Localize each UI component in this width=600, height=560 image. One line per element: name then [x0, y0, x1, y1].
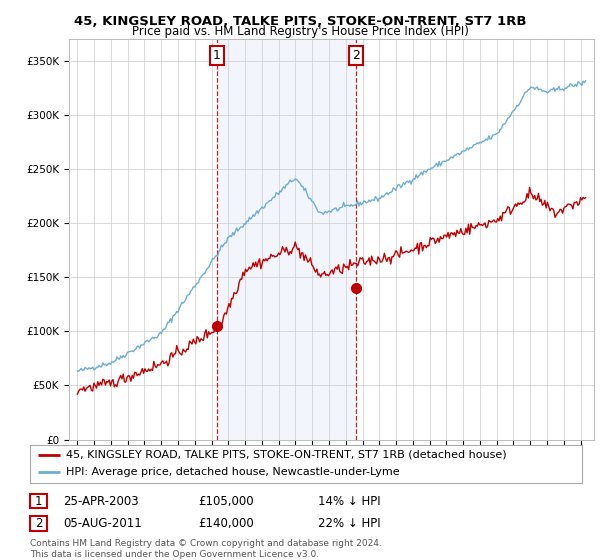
Text: 45, KINGSLEY ROAD, TALKE PITS, STOKE-ON-TRENT, ST7 1RB (detached house): 45, KINGSLEY ROAD, TALKE PITS, STOKE-ON-…: [66, 450, 506, 460]
Text: 14% ↓ HPI: 14% ↓ HPI: [318, 494, 380, 508]
Text: Contains HM Land Registry data © Crown copyright and database right 2024.
This d: Contains HM Land Registry data © Crown c…: [30, 539, 382, 559]
Text: 25-APR-2003: 25-APR-2003: [63, 494, 139, 508]
Text: 2: 2: [35, 517, 42, 530]
Text: 1: 1: [213, 49, 221, 62]
Text: 22% ↓ HPI: 22% ↓ HPI: [318, 517, 380, 530]
Bar: [217, 39, 356, 440]
Text: Price paid vs. HM Land Registry's House Price Index (HPI): Price paid vs. HM Land Registry's House …: [131, 25, 469, 38]
Text: £105,000: £105,000: [198, 494, 254, 508]
Text: £140,000: £140,000: [198, 517, 254, 530]
Text: HPI: Average price, detached house, Newcastle-under-Lyme: HPI: Average price, detached house, Newc…: [66, 468, 400, 478]
Text: 05-AUG-2011: 05-AUG-2011: [63, 517, 142, 530]
Text: 2: 2: [352, 49, 359, 62]
Text: 45, KINGSLEY ROAD, TALKE PITS, STOKE-ON-TRENT, ST7 1RB: 45, KINGSLEY ROAD, TALKE PITS, STOKE-ON-…: [74, 15, 526, 27]
Text: 1: 1: [35, 494, 42, 508]
